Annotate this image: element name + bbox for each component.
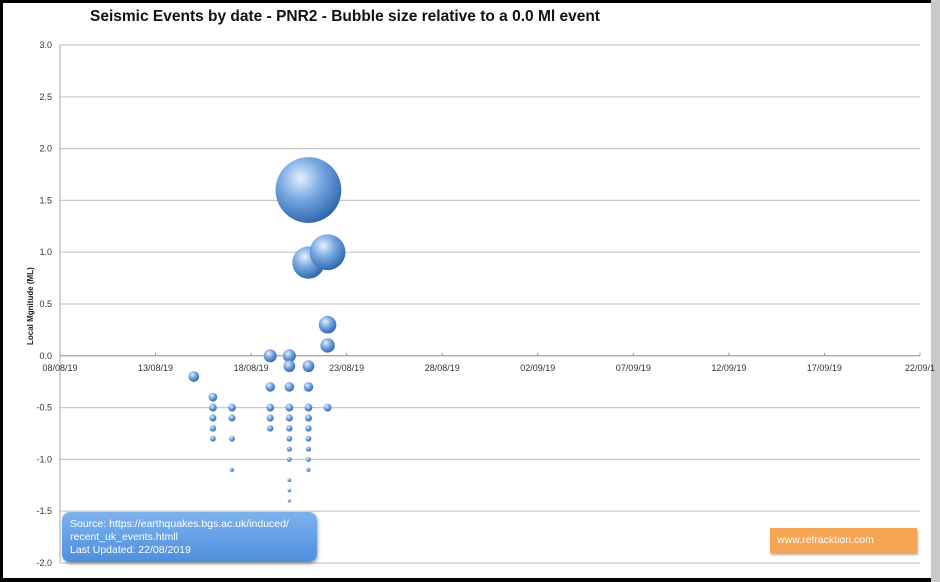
bubble <box>284 382 295 392</box>
bubble <box>266 414 274 422</box>
bubble <box>309 234 346 271</box>
bubble <box>228 414 236 422</box>
bubble <box>229 467 235 472</box>
bubble <box>320 338 335 353</box>
bubble <box>267 425 274 432</box>
bubble <box>229 435 235 442</box>
window-edge <box>931 0 940 582</box>
source-line-2: recent_uk_events.htmll <box>70 531 178 543</box>
y-tick-label: -1.0 <box>36 454 52 464</box>
bubble <box>287 488 292 493</box>
y-tick-label: 0.5 <box>39 299 52 309</box>
bubble <box>305 425 312 432</box>
x-tick-label: 07/09/19 <box>616 363 651 373</box>
bubble <box>285 403 294 412</box>
bubble <box>285 414 293 422</box>
x-tick-label: 18/08/19 <box>234 363 269 373</box>
bubble <box>305 435 312 442</box>
source-note: Source: https://earthquakes.bgs.ac.uk/in… <box>62 512 317 562</box>
y-tick-label: 2.0 <box>39 144 52 154</box>
y-tick-label: 1.5 <box>39 195 52 205</box>
bubble <box>305 446 312 452</box>
bubble <box>303 382 314 392</box>
chart-title: Seismic Events by date - PNR2 - Bubble s… <box>90 8 600 25</box>
bubble <box>265 382 276 392</box>
y-tick-label: -1.5 <box>36 506 52 516</box>
x-tick-label: 17/09/19 <box>807 363 842 373</box>
bubble <box>304 414 312 422</box>
x-tick-label: 02/09/19 <box>520 363 555 373</box>
bubble <box>287 478 292 483</box>
x-tick-label: 28/08/19 <box>425 363 460 373</box>
bubble <box>286 425 293 432</box>
y-axis-label: Local Mgnitude (ML) <box>26 267 35 345</box>
y-tick-label: -0.5 <box>36 403 52 413</box>
bubble <box>323 403 332 412</box>
bubble <box>263 349 277 363</box>
last-updated: Last Updated: 22/08/2019 <box>70 544 191 556</box>
bubble <box>286 446 292 452</box>
bubble <box>318 315 337 334</box>
bubble <box>304 403 313 412</box>
bubble <box>208 403 217 412</box>
brand-label: www.refracktion.com <box>770 528 917 553</box>
bubble <box>228 403 236 412</box>
x-tick-label: 13/08/19 <box>138 363 173 373</box>
source-line-1: Source: https://earthquakes.bgs.ac.uk/in… <box>70 518 289 530</box>
x-tick-label: 08/08/19 <box>42 363 77 373</box>
bubble <box>287 499 291 503</box>
x-tick-label: 22/09/1 <box>905 363 935 373</box>
bubble <box>302 360 315 373</box>
bubble <box>286 435 293 442</box>
y-tick-label: 1.0 <box>39 247 52 257</box>
bubble <box>209 425 217 432</box>
bubble <box>306 457 311 462</box>
y-tick-label: -2.0 <box>36 558 52 568</box>
y-tick-label: 0.0 <box>39 351 52 361</box>
bubble <box>286 457 292 462</box>
y-tick-label: 2.5 <box>39 92 52 102</box>
bubble <box>188 371 200 382</box>
x-tick-label: 23/08/19 <box>329 363 364 373</box>
bubble <box>209 414 217 422</box>
bubble <box>282 349 296 363</box>
bubble <box>306 467 311 472</box>
y-tick-label: 3.0 <box>39 40 52 50</box>
x-tick-label: 12/09/19 <box>711 363 746 373</box>
bubble <box>209 435 216 442</box>
bubble <box>283 360 296 373</box>
bubble <box>275 157 342 223</box>
bubble <box>208 392 218 402</box>
bubble <box>266 403 275 412</box>
chart-area <box>3 3 933 578</box>
